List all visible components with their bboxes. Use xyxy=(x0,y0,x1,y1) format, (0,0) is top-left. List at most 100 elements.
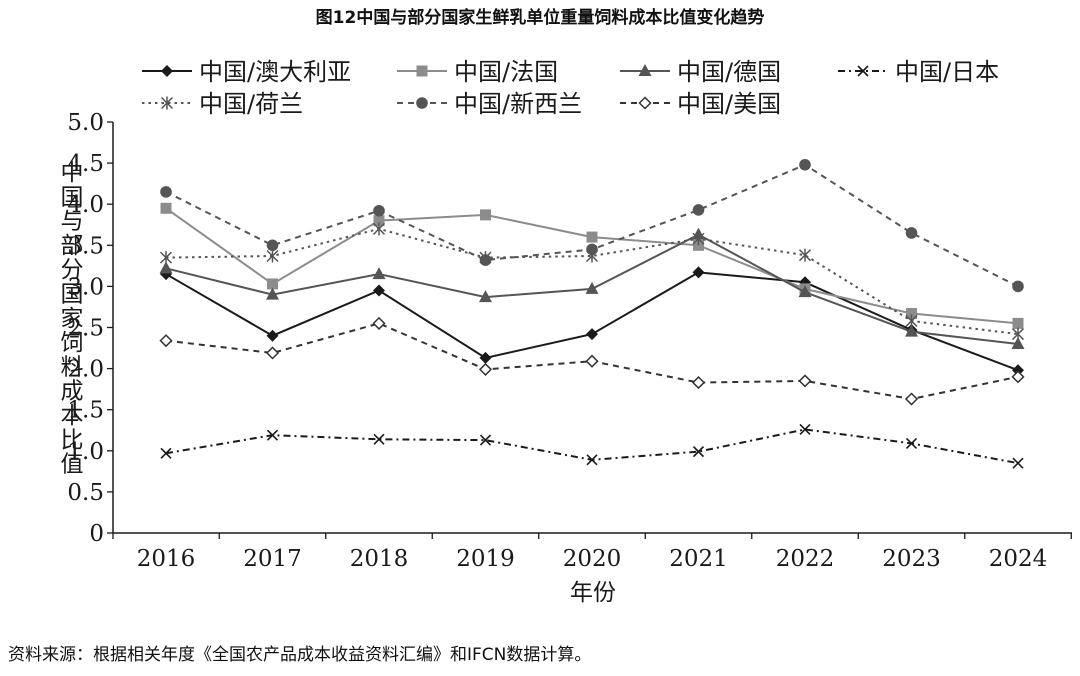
data-point xyxy=(160,447,172,459)
series-line xyxy=(165,428,1019,465)
legend-marker xyxy=(416,65,428,77)
data-point xyxy=(478,362,493,376)
series-2 xyxy=(159,227,1025,349)
data-point xyxy=(798,248,812,262)
data-point xyxy=(372,267,386,280)
legend-label: 中国/法国 xyxy=(454,58,558,86)
data-point xyxy=(372,316,386,330)
x-tick-label: 2024 xyxy=(989,546,1048,572)
y-tick-label: 0.5 xyxy=(67,480,104,506)
data-point xyxy=(373,204,385,217)
data-point xyxy=(266,287,279,300)
data-point xyxy=(266,239,279,252)
x-tick-label: 2022 xyxy=(776,546,835,572)
x-tick-label: 2019 xyxy=(456,546,515,572)
data-point xyxy=(1012,457,1024,469)
data-point xyxy=(1012,364,1024,377)
series-1 xyxy=(160,202,1024,329)
source-note: 资料来源：根据相关年度《全国农产品成本收益资料汇编》和IFCN数据计算。 xyxy=(8,645,592,665)
legend-item: 中国/美国 xyxy=(620,90,781,118)
data-point xyxy=(373,284,385,297)
x-tick-label: 2020 xyxy=(563,546,622,572)
series-line xyxy=(165,207,1019,325)
series-line xyxy=(165,163,1019,288)
x-tick-label: 2021 xyxy=(669,546,728,572)
data-point xyxy=(159,334,173,348)
x-tick-label: 2017 xyxy=(243,546,302,572)
y-tick-label: 0 xyxy=(89,521,104,547)
data-point xyxy=(265,346,280,360)
legend-marker xyxy=(638,96,652,110)
data-point xyxy=(799,423,811,435)
y-tick-label: 3.0 xyxy=(67,274,104,300)
x-axis-label: 年份 xyxy=(570,580,616,606)
legend-marker xyxy=(857,65,869,77)
data-point xyxy=(266,429,279,441)
data-point xyxy=(586,328,598,341)
data-point xyxy=(905,437,918,449)
legend-label: 中国/新西兰 xyxy=(454,90,582,118)
data-point xyxy=(799,158,811,171)
data-point xyxy=(159,251,173,265)
data-point xyxy=(798,285,812,298)
legend-item: 中国/荷兰 xyxy=(142,90,303,118)
data-point xyxy=(692,204,705,216)
series-layer xyxy=(159,158,1025,469)
series-6 xyxy=(159,316,1025,406)
x-tick-label: 2018 xyxy=(350,546,409,572)
data-point xyxy=(1012,317,1024,329)
data-point xyxy=(905,227,918,239)
legend-item: 中国/法国 xyxy=(397,58,558,86)
data-point xyxy=(266,329,279,342)
data-point xyxy=(373,215,385,227)
data-point xyxy=(479,254,492,266)
data-point xyxy=(904,392,919,406)
data-point xyxy=(693,239,704,251)
data-point xyxy=(905,324,918,337)
y-tick-label: 1.0 xyxy=(67,439,104,465)
data-point xyxy=(586,243,598,256)
legend-item: 中国/日本 xyxy=(838,58,999,86)
series-3 xyxy=(160,423,1024,469)
series-4 xyxy=(159,222,1025,341)
data-point xyxy=(692,446,705,458)
legend-item: 中国/德国 xyxy=(620,58,781,86)
legend-marker xyxy=(161,65,173,77)
series-line xyxy=(165,227,1019,336)
data-point xyxy=(160,186,172,198)
x-tick-label: 2023 xyxy=(882,546,941,572)
data-point xyxy=(905,314,918,328)
data-point xyxy=(480,209,491,221)
series-5 xyxy=(160,158,1024,293)
y-tick-label: 4.0 xyxy=(67,192,104,218)
data-point xyxy=(906,308,917,320)
data-point xyxy=(586,231,598,243)
legend-marker xyxy=(160,96,174,110)
data-point xyxy=(1011,327,1025,341)
legend-label: 中国/美国 xyxy=(677,90,781,118)
legend-label: 中国/荷兰 xyxy=(199,90,303,118)
legend-label: 中国/日本 xyxy=(895,58,999,86)
legend-item: 中国/澳大利亚 xyxy=(142,58,351,86)
legend-label: 中国/澳大利亚 xyxy=(199,58,351,86)
legend-item: 中国/新西兰 xyxy=(397,90,582,118)
data-point xyxy=(479,290,492,303)
data-point xyxy=(372,222,386,236)
data-point xyxy=(479,351,492,364)
y-tick-label: 2.5 xyxy=(67,316,104,342)
data-point xyxy=(1011,370,1025,384)
chart-title: 图12中国与部分国家生鲜乳单位重量饲料成本比值变化趋势 xyxy=(316,7,765,28)
data-point xyxy=(159,261,173,274)
legend-marker xyxy=(416,97,428,109)
data-point xyxy=(267,278,278,290)
data-point xyxy=(1012,280,1024,293)
data-point xyxy=(1011,336,1025,349)
y-axis-label: 中国与部分国家饲料成本比值 xyxy=(61,160,84,478)
x-tick-label: 2016 xyxy=(137,546,196,572)
data-point xyxy=(266,249,279,263)
y-tick-label: 5.0 xyxy=(67,110,104,136)
axes: 0 0.5 1.0 1.5 2.0 2.5 3.0 3.5 4.0 4.5 5.0 2016 2017 2… xyxy=(67,110,1072,572)
y-tick-label: 2.0 xyxy=(67,357,104,383)
